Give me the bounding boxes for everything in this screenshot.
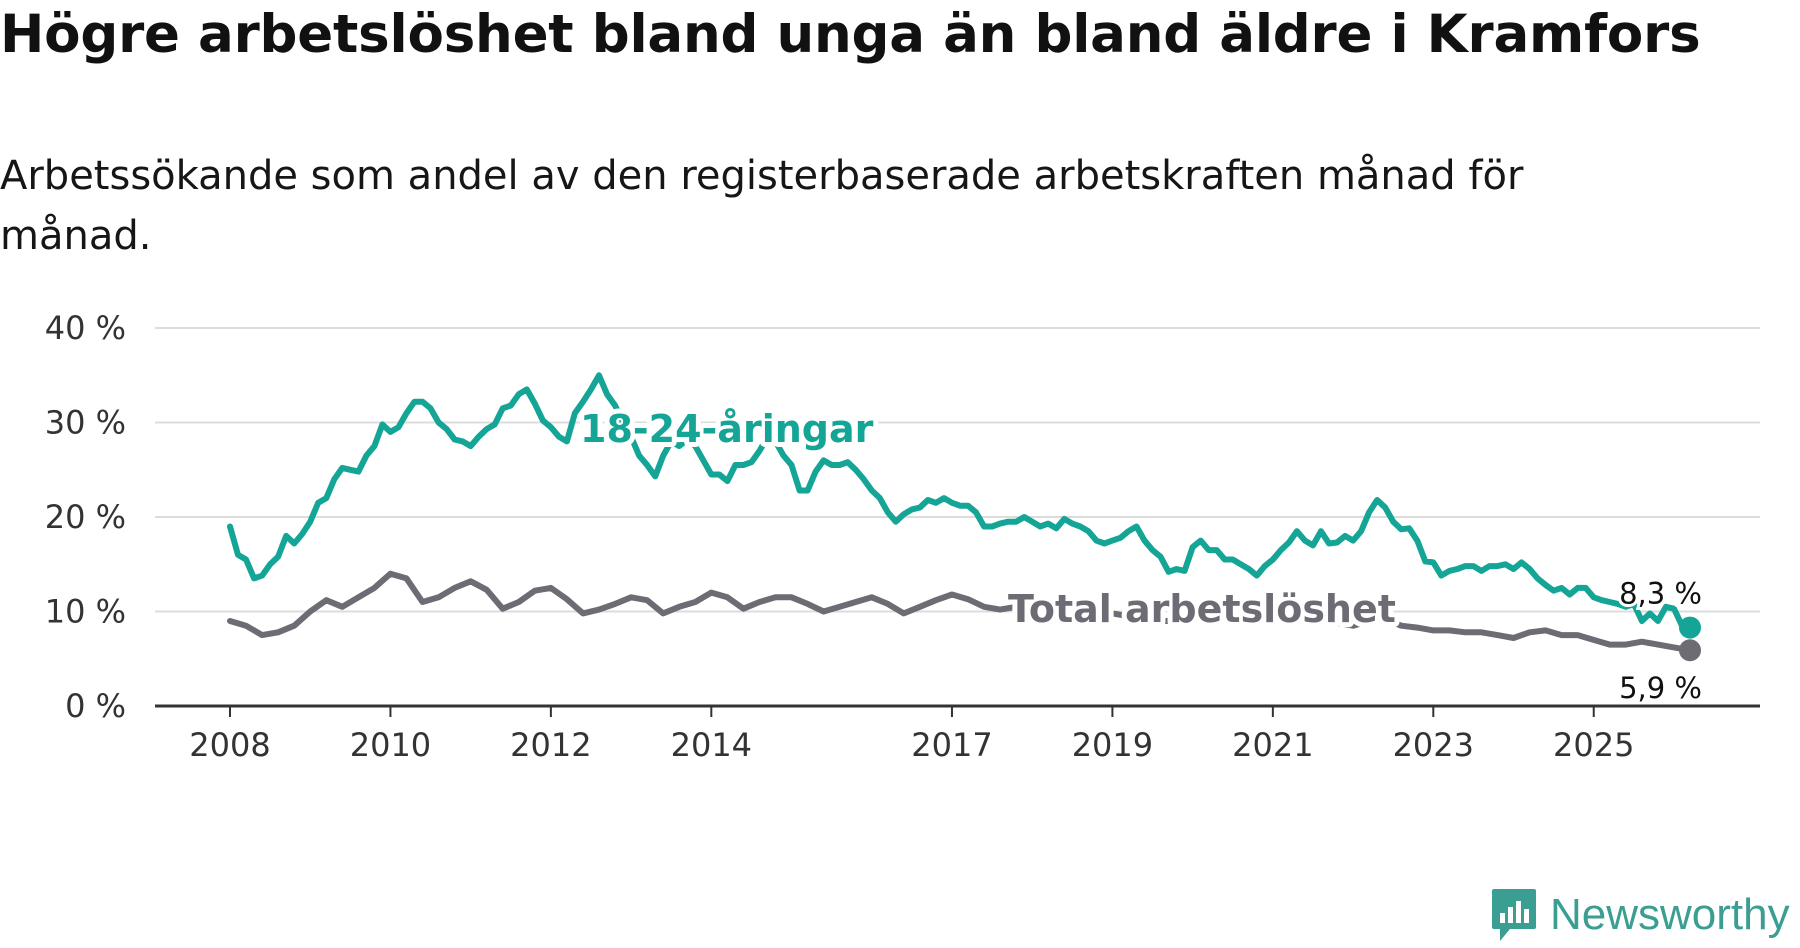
end-point-youth (1679, 616, 1701, 639)
series-lines (227, 372, 1701, 662)
gridlines (155, 327, 1760, 708)
x-tick-label: 2023 (1393, 726, 1474, 764)
brand-name: Newsworthy (1550, 890, 1790, 939)
y-tick-label: 10 % (45, 593, 126, 631)
y-tick-label: 40 % (45, 309, 126, 347)
y-axis-ticks: 0 % 10 % 20 % 30 % 40 % (45, 309, 126, 725)
x-tick-label: 2021 (1232, 726, 1313, 764)
end-label-total: 5,9 % (1619, 671, 1702, 705)
x-tick-label: 2025 (1553, 726, 1634, 764)
series-label-youth: 18-24-åringar (580, 407, 874, 451)
series-label-total: Total arbetslöshet (1008, 587, 1396, 631)
x-tick-label: 2017 (911, 726, 992, 764)
end-label-youth: 8,3 % (1619, 577, 1702, 611)
end-point-total (1679, 639, 1701, 662)
brand-logo: Newsworthy (1490, 887, 1790, 943)
x-tick-label: 2010 (350, 726, 431, 764)
bar-chart-logo-icon (1492, 889, 1536, 941)
chart-title: Högre arbetslöshet bland unga än bland ä… (0, 4, 1701, 65)
y-tick-label: 0 % (65, 687, 126, 725)
x-tick-label: 2008 (189, 726, 270, 764)
x-axis-ticks: 2008 2010 2012 2014 2017 2019 2021 2023 2025 (189, 706, 1634, 764)
x-tick-label: 2019 (1072, 726, 1153, 764)
series-line-youth (227, 372, 1693, 631)
line-chart: 0 % 10 % 20 % 30 % 40 % 2008 2010 2012 2014 2017… (45, 309, 1760, 764)
y-tick-label: 30 % (45, 404, 126, 442)
x-tick-label: 2012 (510, 726, 591, 764)
x-tick-label: 2014 (671, 726, 752, 764)
series-labels: 18-24-åringar Total arbetslöshet 8,3 % 5,9 … (575, 402, 1705, 708)
y-tick-label: 20 % (45, 498, 126, 536)
series-line-total (227, 570, 1693, 654)
chart-subtitle: Arbetssökande som andel av den registerb… (0, 153, 1524, 259)
